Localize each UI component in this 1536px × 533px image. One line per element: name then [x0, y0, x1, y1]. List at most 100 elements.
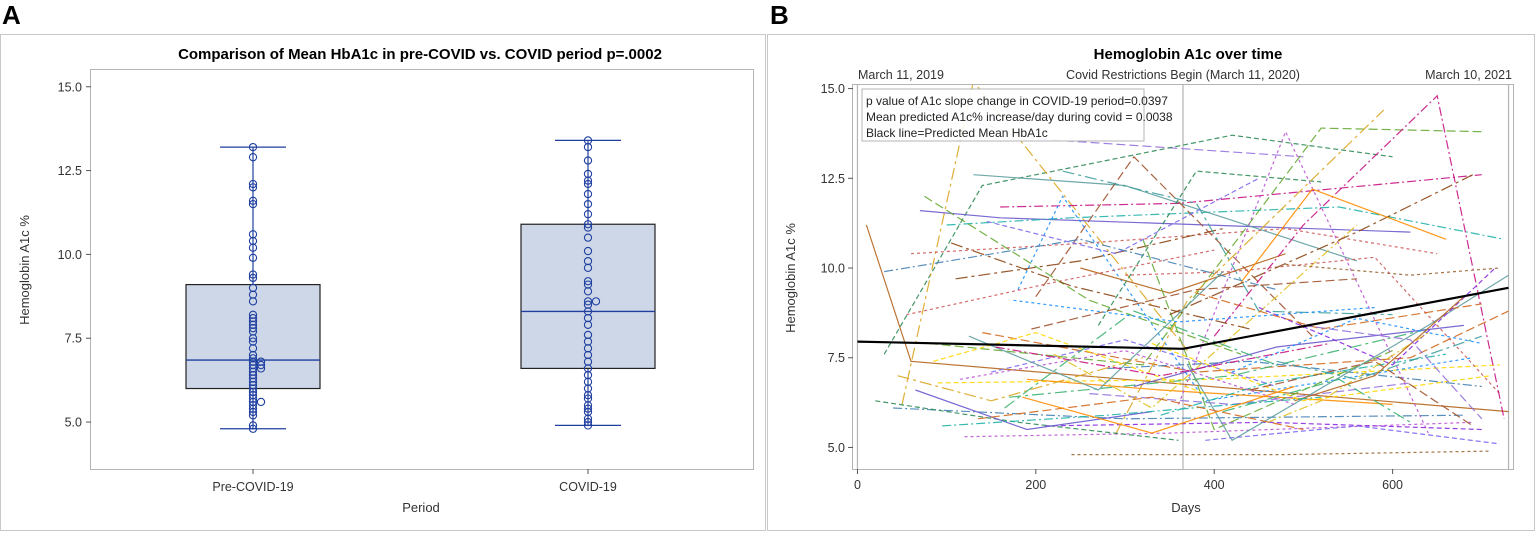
series-line — [1035, 155, 1313, 337]
data-point — [583, 297, 593, 306]
data-point — [248, 153, 258, 162]
data-point — [583, 136, 593, 145]
y-tick-label: 10.0 — [58, 248, 82, 262]
series-line — [1151, 342, 1491, 402]
series-line — [1205, 425, 1500, 445]
series-line — [901, 84, 1188, 405]
data-point — [248, 313, 258, 323]
data-point — [583, 404, 593, 413]
data-point — [583, 233, 593, 242]
series-line — [1080, 253, 1286, 294]
line-chart: Hemoglobin A1c over time March 11, 2019 C… — [783, 46, 1514, 515]
x-tick-label: 400 — [1204, 478, 1225, 492]
series-line — [1026, 378, 1393, 405]
box-iqr — [520, 223, 656, 370]
reference-line-label: March 11, 2019 — [858, 68, 944, 82]
data-point — [248, 354, 258, 363]
data-point — [583, 179, 593, 189]
chart-a-x-axis: Pre-COVID-19 COVID-19 — [212, 469, 617, 494]
data-point — [248, 196, 258, 205]
series-line — [1142, 239, 1393, 431]
series-line — [924, 195, 1242, 355]
data-point — [583, 256, 593, 266]
annotation-pvalue: p value of A1c slope change in COVID-19 … — [866, 94, 1168, 108]
series-line — [1031, 278, 1357, 330]
x-tick-label: 0 — [854, 478, 861, 492]
data-point — [591, 297, 601, 306]
data-point — [248, 199, 258, 209]
y-tick-label: 10.0 — [821, 262, 845, 276]
series-line — [1294, 296, 1465, 402]
chart-b-y-label: Hemoglobin A1c % — [783, 223, 798, 333]
series-line — [1213, 94, 1505, 419]
series-line — [1022, 385, 1295, 434]
series-line — [977, 396, 1304, 431]
chart-b-reference-lines: March 11, 2019 Covid Restrictions Begin (… — [856, 68, 1512, 469]
data-point — [248, 183, 258, 192]
series-line — [1196, 292, 1482, 330]
data-point — [583, 246, 593, 256]
data-point — [583, 280, 593, 289]
chart-b-y-axis: 5.0 7.5 10.0 12.5 15.0 — [821, 82, 853, 455]
data-point — [248, 142, 258, 152]
series-line — [875, 400, 1179, 441]
series-line — [1004, 310, 1277, 409]
data-point — [248, 283, 258, 293]
series-line — [1249, 360, 1474, 427]
series-line — [1267, 332, 1429, 423]
y-tick-label: 12.5 — [821, 172, 845, 186]
annotation-increase: Mean predicted A1c% increase/day during … — [866, 110, 1173, 124]
series-line — [1044, 421, 1482, 431]
series-line — [915, 389, 1152, 431]
data-point — [248, 337, 258, 346]
y-tick-label: 12.5 — [58, 164, 82, 178]
series-line — [995, 342, 1331, 377]
y-tick-label: 5.0 — [65, 416, 82, 430]
series-line — [1222, 378, 1411, 423]
series-line — [1133, 324, 1464, 388]
data-point — [583, 223, 593, 232]
predicted-mean-line — [857, 286, 1509, 350]
series-line — [1107, 360, 1482, 388]
chart-a-plot-area — [90, 69, 754, 470]
data-point — [248, 253, 258, 262]
series-line — [1177, 130, 1429, 434]
series-line — [1124, 256, 1501, 395]
data-point — [583, 156, 593, 165]
series-line — [883, 134, 1393, 355]
series-line — [964, 421, 1473, 438]
series-line — [906, 249, 1215, 316]
data-point — [583, 220, 593, 229]
chart-a-y-axis: 5.0 7.5 10.0 12.5 15.0 — [58, 80, 91, 430]
series-line — [1097, 170, 1322, 326]
chart-b-series — [857, 84, 1509, 456]
x-tick-label: Pre-COVID-19 — [212, 480, 293, 494]
chart-b-x-axis: 0 200 400 600 — [854, 469, 1403, 492]
chart-b-plot-area — [852, 84, 1514, 470]
x-tick-label: 600 — [1382, 478, 1403, 492]
data-point — [583, 394, 593, 403]
data-point — [256, 360, 266, 370]
chart-b-title: Hemoglobin A1c over time — [1094, 46, 1283, 63]
x-tick-label: COVID-19 — [559, 480, 617, 494]
data-point — [248, 273, 258, 283]
series-line — [937, 364, 1500, 384]
panel-b-letter: B — [770, 0, 789, 30]
series-line — [1013, 299, 1375, 323]
series-line — [973, 174, 1358, 262]
series-line — [955, 228, 1224, 280]
data-point — [256, 357, 266, 366]
panel-a-letter: A — [2, 0, 21, 30]
data-point — [583, 417, 593, 427]
series-line — [1186, 274, 1509, 442]
data-point — [248, 421, 258, 430]
series-line — [1071, 450, 1491, 456]
series-line — [991, 339, 1277, 388]
data-point — [583, 277, 593, 286]
series-line — [1009, 328, 1429, 398]
chart-b-x-label: Days — [1171, 500, 1201, 515]
chart-a-x-label: Period — [402, 500, 440, 515]
data-point — [248, 179, 258, 189]
series-line — [1053, 224, 1358, 409]
